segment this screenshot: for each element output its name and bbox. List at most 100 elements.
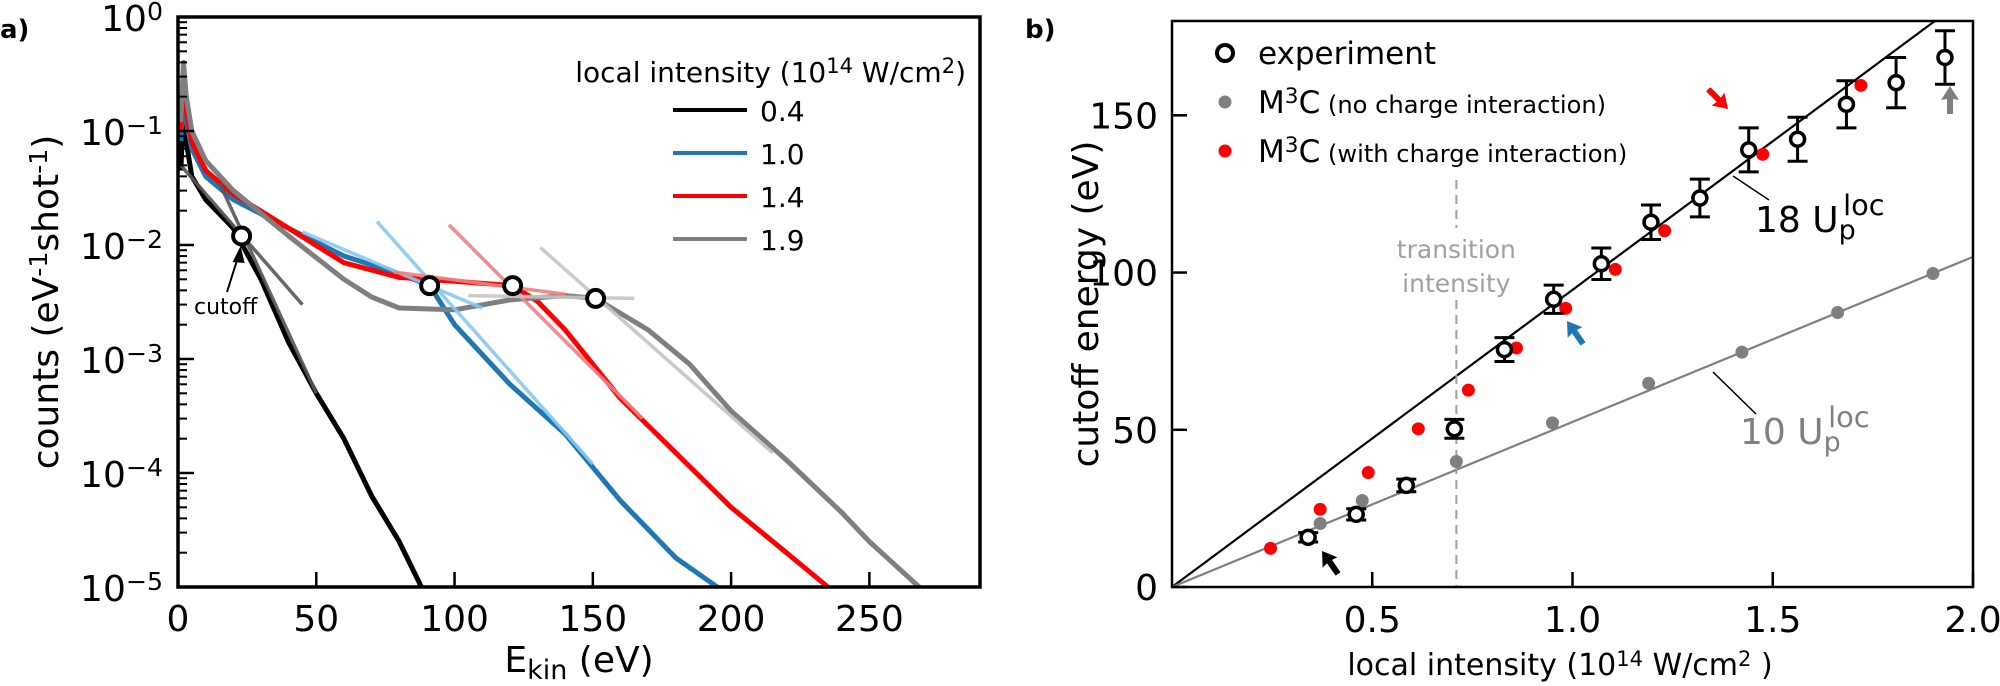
m3c-no-interaction-point: [1545, 416, 1559, 430]
label-part: 2: [942, 54, 955, 78]
label-part: −3: [126, 339, 163, 368]
label-part: shot: [26, 174, 67, 252]
label-part: local intensity (10: [575, 56, 826, 89]
label-part: −5: [126, 567, 163, 596]
fit-line: [539, 246, 774, 455]
x-tick-label: 0: [167, 599, 190, 640]
m3c-no-interaction-point: [1313, 516, 1327, 530]
label-part: 10: [101, 0, 147, 40]
y-tick-label: 150: [1089, 96, 1158, 137]
y-axis-label: counts (eV-1shot-1): [24, 135, 67, 470]
label-part: M: [1258, 134, 1285, 170]
x-tick-label: 2.0: [1944, 600, 2000, 641]
fit-line: [393, 270, 566, 296]
label-part: W/cm: [1643, 648, 1738, 683]
y-tick-label: 10−1: [80, 111, 163, 154]
label-part: −1: [126, 111, 163, 140]
label-part: ): [26, 135, 67, 149]
legend-label-1.4: 1.4: [760, 181, 805, 214]
y-tick-label: 10−2: [80, 225, 163, 268]
label-part: 3: [1285, 133, 1299, 158]
cutoff-marker: [502, 275, 524, 297]
label-18up: 18 Uploc: [1755, 188, 1885, 246]
label-part: p: [1824, 427, 1841, 458]
leader-18up: [1732, 175, 1770, 201]
label-part: 10: [80, 341, 126, 382]
legend-label: M3C (no charge interaction): [1258, 84, 1606, 121]
m3c-with-interaction-point: [1559, 301, 1573, 315]
legend-marker-m3c-with-interaction: [1218, 144, 1232, 158]
x-tick-label: 250: [835, 599, 904, 640]
arrow-icon: [1706, 87, 1728, 109]
arrow-icon: [1941, 86, 1959, 114]
m3c-with-interaction-point: [1756, 147, 1770, 161]
m3c-no-interaction-point: [1355, 494, 1369, 508]
label-part: (eV): [567, 640, 653, 681]
label-part: local intensity (10: [1347, 648, 1616, 683]
m3c-with-interaction-point: [1608, 262, 1622, 276]
legend-label-0.4: 0.4: [760, 95, 805, 128]
panel-label-b: b): [1025, 15, 1056, 45]
label-part: counts (eV: [26, 276, 67, 469]
experiment-point: [1887, 73, 1905, 92]
fit-line: [301, 230, 483, 310]
cutoff-marker: [231, 225, 253, 247]
x-tick-label: 50: [293, 599, 339, 640]
label-part: C: [1299, 134, 1321, 170]
experiment-point: [1592, 255, 1611, 273]
x-tick-label: 150: [558, 599, 627, 640]
experiment-point: [1544, 290, 1563, 309]
label-part: 0: [147, 0, 163, 26]
x-tick-label: 1.5: [1744, 600, 1801, 641]
x-tick-label: 1.0: [1544, 600, 1601, 641]
label-part: ): [1751, 648, 1772, 683]
label-part: 3: [1285, 84, 1299, 109]
x-axis-label: Ekin (eV): [504, 640, 653, 686]
fit-line: [217, 182, 318, 395]
label-part: W/cm: [853, 56, 942, 89]
leader-10up: [1712, 371, 1757, 415]
label-part: 14: [826, 54, 853, 78]
experiment-point: [1642, 213, 1660, 231]
legend-label: experiment: [1258, 36, 1436, 72]
label-part: 10: [80, 569, 126, 610]
legend-label-1.9: 1.9: [760, 224, 805, 257]
legend-label: M3C (with charge interaction): [1258, 133, 1627, 170]
experiment-point: [1788, 130, 1807, 148]
m3c-with-interaction-point: [1461, 383, 1475, 397]
legend-label-1.0: 1.0: [760, 138, 805, 171]
fit-line: [375, 220, 595, 466]
label-part: -1: [24, 252, 53, 277]
m3c-with-interaction-point: [1313, 502, 1327, 516]
panel-label-a: a): [0, 15, 29, 45]
label-part: 2: [1738, 647, 1751, 671]
x-tick-label: 200: [697, 599, 766, 640]
experiment-point: [1397, 476, 1416, 495]
experiment-point: [1936, 48, 1954, 67]
m3c-with-interaction-point: [1264, 541, 1278, 555]
x-tick-label: 0.5: [1344, 600, 1401, 641]
legend-title: local intensity (1014 W/cm2): [575, 54, 966, 89]
label-part: (with charge interaction): [1320, 140, 1627, 168]
label-part: loc: [1843, 188, 1884, 222]
label-part: cutoff energy (eV): [1066, 141, 1107, 468]
x-tick-label: 100: [420, 599, 489, 640]
y-axis-label: cutoff energy (eV): [1066, 141, 1107, 468]
m3c-with-interaction-point: [1361, 466, 1375, 480]
label-part: (no charge interaction): [1320, 91, 1606, 119]
x-axis-label: local intensity (1014 W/cm2 ): [1347, 647, 1772, 683]
arrow-icon: [1322, 551, 1341, 576]
experiment-point: [1739, 141, 1758, 159]
y-tick-label: 10−5: [80, 567, 163, 610]
experiment-point: [1347, 505, 1365, 524]
y-tick-label: 0: [1135, 568, 1158, 609]
m3c-no-interaction-point: [1449, 455, 1463, 469]
spectrum-line-1.0: [178, 83, 719, 590]
label-part: 18 U: [1755, 200, 1839, 241]
y-tick-label: 10−4: [80, 453, 163, 496]
experiment-point: [1691, 189, 1709, 207]
experiment-point: [1495, 340, 1514, 359]
